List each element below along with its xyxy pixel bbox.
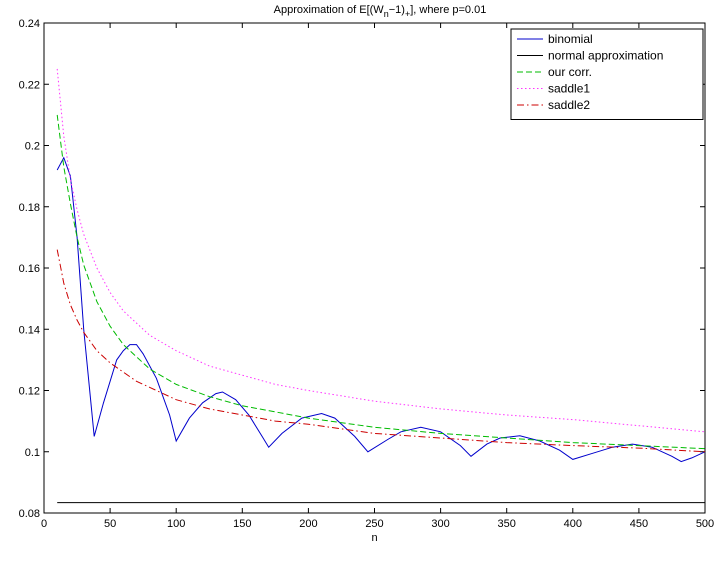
x-axis-label: n [371, 532, 377, 544]
x-tick-label: 450 [630, 518, 648, 530]
x-tick-label: 400 [564, 518, 582, 530]
x-tick-label: 350 [498, 518, 516, 530]
x-tick-label: 100 [167, 518, 185, 530]
axis-ticks: 0 50 100 150 200 250 300 350 400 450 500 0.08 0.1 0.1… [19, 18, 715, 530]
legend-label-5: saddle2 [548, 98, 590, 112]
legend-box [510, 28, 704, 120]
x-tick-label: 150 [233, 518, 251, 530]
series-lines [56, 68, 706, 504]
x-tick-label: 0 [41, 518, 47, 530]
series-line-5 [56, 249, 706, 453]
y-tick-label: 0.16 [19, 263, 40, 275]
y-tick-label: 0.18 [19, 202, 40, 214]
legend: binomial normal approximation our corr. sad… [510, 28, 704, 120]
title-suffix: ], where p=0.01 [410, 4, 486, 16]
y-tick-label: 0.24 [19, 18, 40, 30]
x-tick-label: 300 [431, 518, 449, 530]
legend-label-1: binomial [548, 32, 593, 46]
x-tick-label: 50 [104, 518, 116, 530]
series-line-3 [56, 114, 706, 450]
y-tick-label: 0.14 [19, 324, 40, 336]
legend-label-3: our corr. [548, 65, 592, 79]
y-tick-label: 0.1 [25, 447, 40, 459]
legend-label-2: normal approximation [548, 49, 663, 63]
y-tick-label: 0.08 [19, 508, 40, 520]
title-middle: −1) [389, 4, 405, 16]
x-tick-label: 200 [299, 518, 317, 530]
series-line-1 [56, 156, 706, 463]
title-subscript-plus: + [405, 9, 410, 19]
title-prefix: Approximation of E[(W [274, 4, 385, 16]
y-tick-label: 0.2 [25, 141, 40, 153]
series-line-4 [56, 68, 706, 433]
chart-title: Approximation of E[(Wn−1)+], where p=0.0… [274, 4, 487, 19]
x-tick-label: 500 [696, 518, 714, 530]
legend-label-4: saddle1 [548, 82, 590, 96]
y-tick-label: 0.12 [19, 386, 40, 398]
y-tick-label: 0.22 [19, 79, 40, 91]
title-subscript-n: n [384, 9, 389, 19]
x-tick-label: 250 [365, 518, 383, 530]
